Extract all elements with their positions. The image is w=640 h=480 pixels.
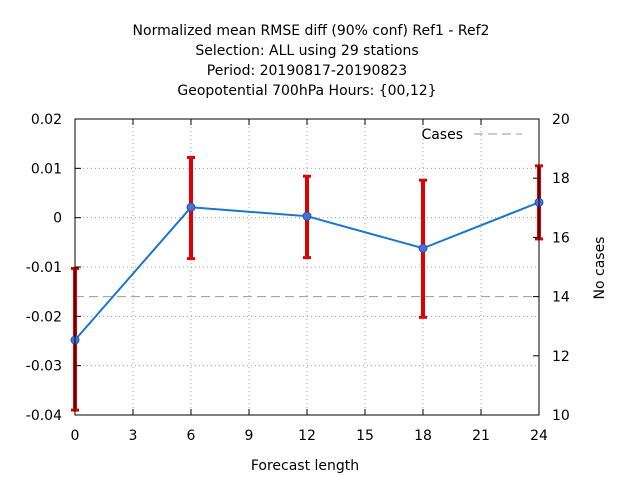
data-point [418, 243, 428, 253]
x-tick-label: 0 [71, 428, 80, 444]
x-tick-label: 6 [187, 428, 196, 444]
x-axis-label: Forecast length [251, 458, 359, 474]
data-point [302, 211, 312, 221]
x-tick-label: 15 [356, 428, 374, 444]
x-axis: 0 3 6 9 12 15 18 21 24 [71, 119, 548, 444]
x-tick-label: 21 [472, 428, 490, 444]
y-tick-label: -0.04 [26, 408, 62, 424]
y-tick-label: 0.01 [31, 161, 62, 177]
y-axis: 0.02 0.01 0 -0.01 -0.02 -0.03 -0.04 [26, 112, 81, 424]
legend: Cases [421, 127, 522, 143]
y2-axis-label: No cases [592, 237, 608, 300]
x-tick-label: 24 [530, 428, 548, 444]
x-tick-label: 9 [245, 428, 254, 444]
y2-tick-label: 10 [552, 408, 570, 424]
y2-tick-label: 20 [552, 112, 570, 128]
title-line-1: Normalized mean RMSE diff (90% conf) Ref… [133, 23, 490, 39]
x-tick-label: 12 [298, 428, 316, 444]
title-line-2: Selection: ALL using 29 stations [195, 43, 418, 59]
y2-tick-label: 18 [552, 171, 570, 187]
y-tick-label: 0.02 [31, 112, 62, 128]
y2-tick-label: 12 [552, 349, 570, 365]
data-point [186, 202, 196, 212]
y2-tick-label: 14 [552, 290, 570, 306]
y-tick-label: -0.03 [26, 359, 62, 375]
y-tick-label: -0.02 [26, 309, 62, 325]
y-tick-label: 0 [53, 211, 62, 227]
y2-tick-label: 16 [552, 230, 570, 246]
chart-title: Normalized mean RMSE diff (90% conf) Ref… [133, 23, 490, 99]
y-tick-label: -0.01 [26, 260, 62, 276]
grid-lines [75, 119, 539, 415]
x-tick-label: 18 [414, 428, 432, 444]
x-tick-label: 3 [129, 428, 138, 444]
title-line-4: Geopotential 700hPa Hours: {00,12} [177, 83, 436, 99]
title-line-3: Period: 20190817-20190823 [207, 63, 407, 79]
y2-axis: 20 18 16 14 12 10 [533, 112, 570, 424]
legend-label-cases: Cases [421, 127, 463, 143]
